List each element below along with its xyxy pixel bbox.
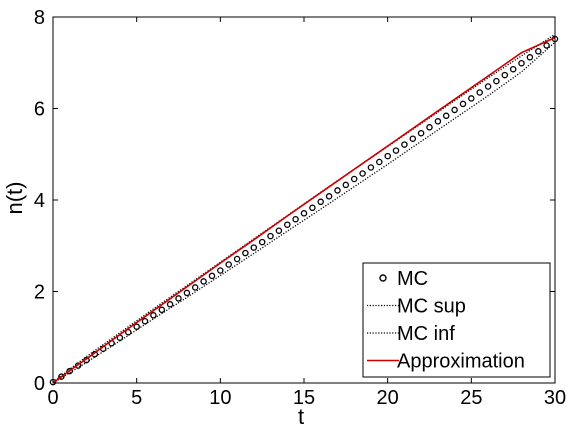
x-tick-label: 20 <box>377 387 399 409</box>
data-point-mc <box>325 193 333 200</box>
data-point-mc <box>376 158 383 166</box>
data-point-mc <box>141 317 149 325</box>
x-tick-label: 10 <box>209 387 231 409</box>
data-point-mc <box>225 261 232 268</box>
data-point-mc <box>350 175 358 183</box>
x-tick-label: 5 <box>131 387 142 409</box>
data-point-mc <box>434 118 442 125</box>
data-point-mc <box>258 238 266 246</box>
data-point-mc <box>493 77 500 85</box>
data-point-mc <box>208 272 216 280</box>
data-point-mc <box>442 112 450 120</box>
data-point-mc <box>342 181 350 189</box>
data-point-mc <box>359 170 366 177</box>
data-point-mc <box>468 95 475 102</box>
data-point-mc <box>309 204 316 212</box>
data-point-mc <box>300 210 308 217</box>
legend-box <box>362 262 551 378</box>
data-point-mc <box>166 301 174 308</box>
data-point-mc <box>501 71 509 79</box>
data-point-mc <box>125 328 132 336</box>
data-point-mc <box>284 221 291 228</box>
data-point-mc <box>526 54 534 61</box>
data-point-mc <box>233 255 241 263</box>
legend-label-approximation: Approximation <box>397 351 525 373</box>
data-point-mc <box>401 141 408 148</box>
data-point-mc <box>292 215 299 223</box>
data-point-mc <box>409 135 417 142</box>
legend: MC MC sup MC inf Approximation <box>362 262 551 378</box>
data-point-mc <box>58 373 65 380</box>
data-point-mc <box>66 367 73 375</box>
y-tick-label: 2 <box>34 282 45 304</box>
data-point-mc <box>200 278 207 285</box>
data-point-mc <box>392 147 400 154</box>
data-point-mc <box>317 198 324 206</box>
data-point-mc <box>484 83 492 90</box>
data-point-mc <box>367 164 375 171</box>
data-point-mc <box>133 323 140 330</box>
data-point-mc <box>183 289 191 297</box>
y-tick-label: 8 <box>34 7 45 29</box>
data-point-mc <box>334 187 341 194</box>
legend-label-mc: MC <box>397 268 428 290</box>
data-point-mc <box>509 65 517 73</box>
x-axis-label: t <box>298 404 304 429</box>
x-tick-label: 15 <box>293 387 315 409</box>
data-point-mc <box>518 59 525 67</box>
plot-area <box>49 33 559 386</box>
y-tick-label: 4 <box>34 190 45 212</box>
y-tick-label: 6 <box>34 99 45 121</box>
data-point-mc <box>535 48 542 55</box>
data-point-mc <box>217 267 224 274</box>
legend-label-mc-inf: MC inf <box>397 323 455 345</box>
series-line-mc-sup <box>52 33 556 383</box>
legend-marker-mc <box>379 274 387 282</box>
x-tick-label: 30 <box>544 387 566 409</box>
data-point-mc <box>384 152 391 160</box>
data-point-mc <box>476 89 483 96</box>
x-tick-label: 0 <box>47 387 58 409</box>
data-point-mc <box>267 232 274 240</box>
data-point-mc <box>459 100 467 108</box>
data-point-mc <box>158 306 166 314</box>
series-line-approximation <box>52 36 556 384</box>
data-point-mc <box>275 227 283 234</box>
data-point-mc <box>451 106 458 114</box>
y-tick-label: 0 <box>34 373 45 395</box>
data-point-mc <box>250 244 258 251</box>
data-point-mc <box>426 124 433 131</box>
legend-label-mc-sup: MC sup <box>397 296 466 318</box>
data-point-mc <box>191 284 199 291</box>
x-tick-label: 25 <box>460 387 482 409</box>
data-point-mc <box>150 312 157 319</box>
data-point-mc <box>242 249 249 257</box>
y-axis-label: n(t) <box>2 182 27 215</box>
data-point-mc <box>543 42 550 49</box>
data-point-mc <box>175 295 182 302</box>
axes: 0 5 10 15 20 25 30 0 2 4 6 8 <box>34 7 566 409</box>
data-point-mc <box>417 129 425 137</box>
